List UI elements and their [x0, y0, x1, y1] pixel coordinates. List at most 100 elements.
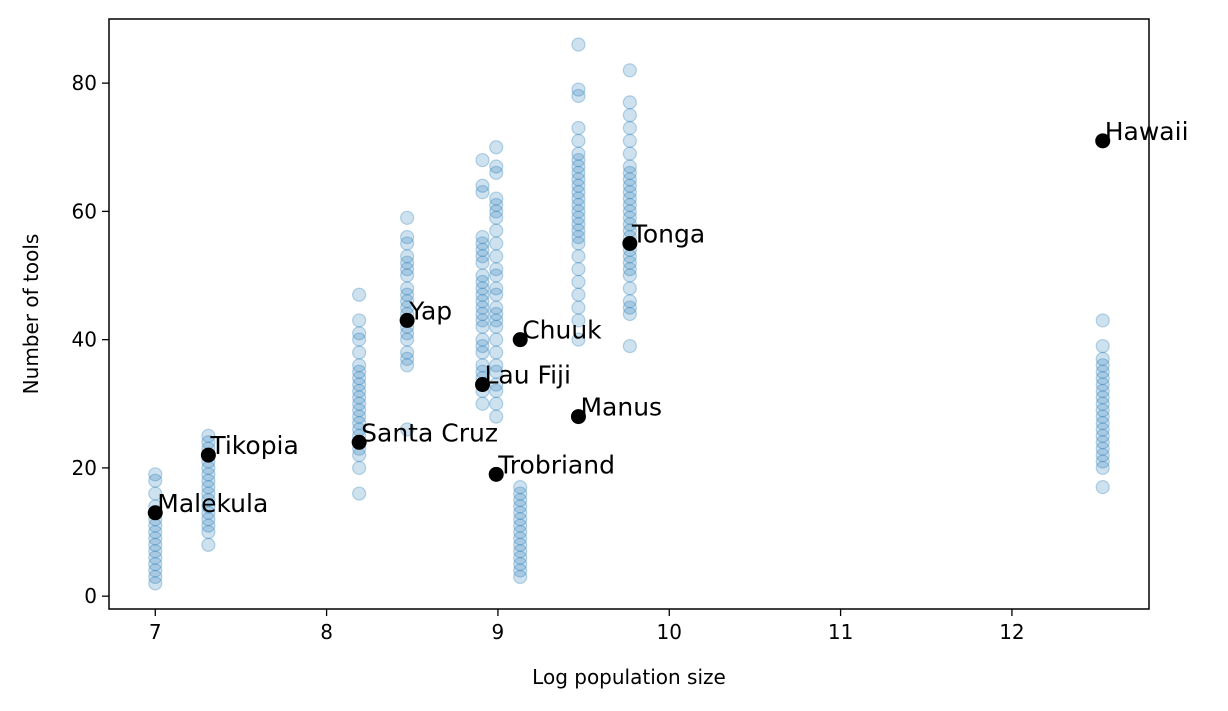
posterior-samples-layer [148, 37, 1110, 591]
y-tick-label: 0 [84, 584, 97, 608]
sample-point [489, 262, 504, 277]
sample-point [489, 249, 504, 264]
sample-point [1095, 454, 1110, 469]
sample-point [148, 531, 163, 546]
sample-point [571, 236, 586, 251]
sample-point [622, 178, 637, 193]
sample-point [1095, 390, 1110, 405]
sample-point [571, 159, 586, 174]
x-axis-ticks: 7 8 9 10 11 12 [149, 609, 1025, 644]
sample-point [1095, 415, 1110, 431]
sample-point [571, 223, 586, 238]
sample-point [475, 185, 490, 200]
sample-point [148, 550, 163, 565]
x-axis-label: Log population size [532, 665, 726, 689]
sample-point [475, 358, 490, 373]
sample-point [571, 287, 586, 302]
sample-point [571, 165, 586, 181]
sample-point [1095, 441, 1110, 456]
sample-point [201, 428, 216, 443]
sample-point [352, 345, 367, 360]
sample-point [352, 371, 367, 386]
sample-point [622, 217, 637, 232]
sample-point [148, 544, 163, 559]
point-label: Malekula [157, 489, 268, 518]
x-tick-label: 12 [999, 620, 1024, 644]
sample-point [475, 281, 490, 296]
sample-point [489, 204, 504, 219]
sample-point [571, 204, 586, 219]
point-label: Tikopia [209, 431, 298, 460]
sample-point [400, 422, 415, 437]
sample-point [622, 120, 637, 136]
sample-point [571, 300, 586, 315]
sample-point [201, 537, 216, 552]
x-tick-label: 10 [657, 620, 682, 644]
sample-point [571, 313, 586, 328]
sample-point [622, 294, 637, 309]
sample-point [489, 236, 504, 251]
sample-point [352, 313, 367, 328]
sample-point [148, 569, 163, 585]
sample-point [1095, 409, 1110, 424]
sample-point [1095, 403, 1110, 418]
sample-point [352, 460, 367, 476]
sample-point [489, 345, 504, 360]
sample-point [475, 229, 490, 245]
sample-point [622, 306, 637, 322]
sample-point [571, 210, 586, 225]
sample-point [475, 294, 490, 309]
sample-point [513, 505, 528, 520]
sample-point [1095, 435, 1110, 450]
sample-point [622, 146, 637, 161]
sample-point [622, 255, 637, 270]
sample-point [489, 396, 504, 411]
sample-point [489, 287, 504, 302]
observed-point [488, 466, 504, 482]
sample-point [513, 524, 528, 540]
sample-point [513, 569, 528, 585]
sample-point [1095, 460, 1110, 476]
sample-point [571, 172, 586, 187]
sample-point [352, 364, 367, 379]
observed-point [351, 434, 367, 450]
sample-point [571, 120, 586, 136]
sample-point [148, 576, 163, 591]
sample-point [622, 281, 637, 296]
sample-point [513, 557, 528, 572]
sample-point [475, 178, 490, 193]
sample-point [622, 108, 637, 123]
sample-point [475, 345, 490, 360]
sample-point [489, 159, 504, 174]
sample-point [1095, 358, 1110, 373]
sample-point [148, 473, 163, 488]
sample-point [201, 467, 216, 482]
sample-point [475, 255, 490, 270]
y-tick-label: 80 [72, 71, 97, 95]
sample-point [475, 313, 490, 328]
sample-point [475, 274, 490, 290]
sample-point [513, 544, 528, 559]
sample-point [571, 133, 586, 148]
x-tick-label: 8 [320, 620, 333, 644]
observed-point [570, 409, 586, 425]
sample-point [571, 229, 586, 245]
sample-point [489, 210, 504, 225]
sample-point [400, 332, 415, 347]
sample-point [475, 236, 490, 251]
sample-point [1095, 480, 1110, 495]
sample-point [622, 197, 637, 213]
sample-point [622, 185, 637, 200]
sample-point [352, 403, 367, 418]
sample-point [571, 37, 586, 52]
observed-point [475, 377, 491, 393]
sample-point [1095, 338, 1110, 354]
sample-point [201, 492, 216, 508]
sample-point [513, 486, 528, 501]
sample-point [622, 63, 637, 78]
x-tick-label: 7 [149, 620, 162, 644]
sample-point [489, 191, 504, 206]
sample-point [352, 287, 367, 302]
sample-point [475, 287, 490, 302]
